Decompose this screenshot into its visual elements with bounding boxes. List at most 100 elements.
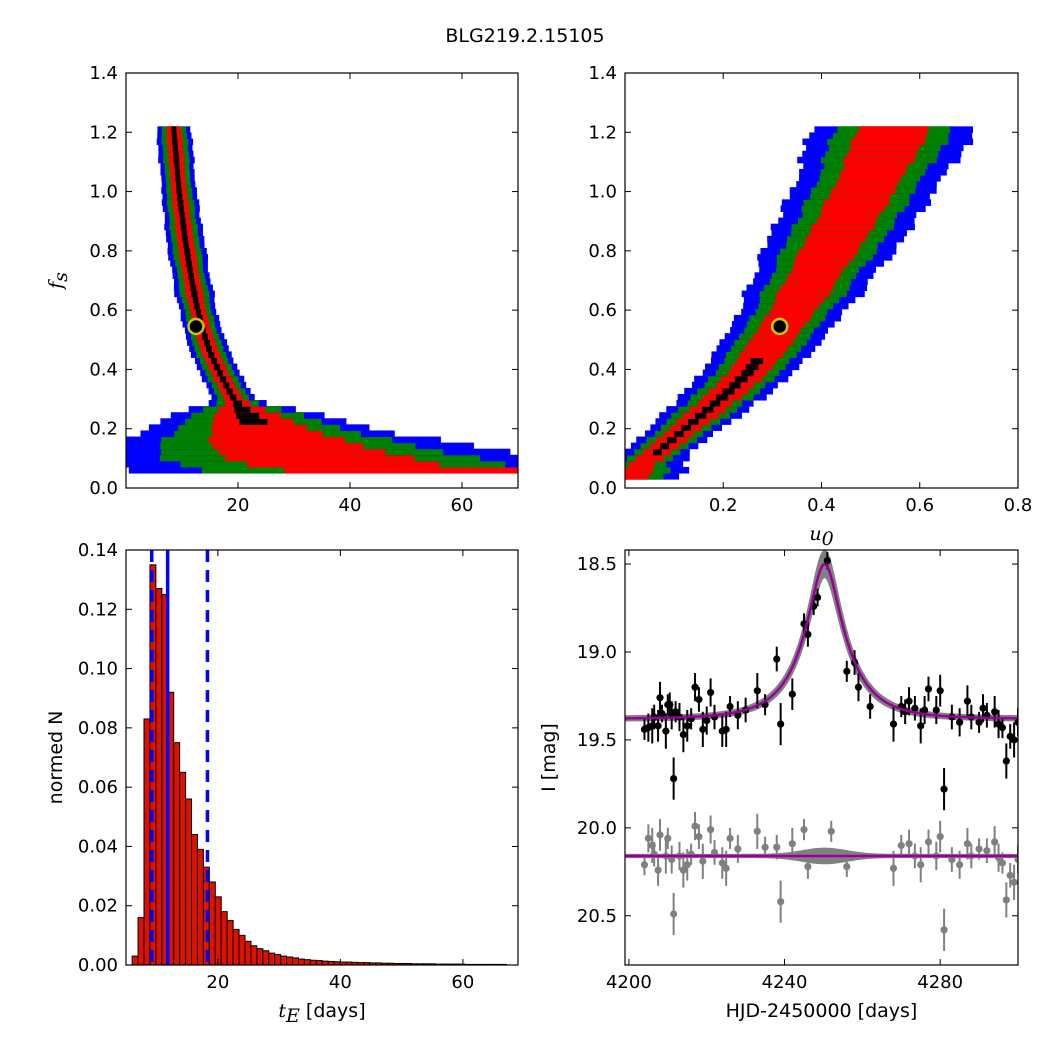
- likelihood-cell-2-sigma: [859, 126, 929, 133]
- data-point: [788, 690, 796, 698]
- likelihood-cell-1-sigma: [189, 278, 195, 285]
- likelihood-cell-2-sigma: [748, 339, 793, 346]
- data-point: [911, 704, 919, 712]
- likelihood-cell-2-sigma: [218, 448, 386, 456]
- likelihood-cell-1-sigma: [195, 308, 202, 316]
- residual-point: [718, 859, 726, 867]
- likelihood-cell-1-sigma: [202, 333, 209, 340]
- y-axis-label: fs: [45, 272, 72, 291]
- likelihood-cell-2-sigma: [284, 466, 518, 474]
- residual-point: [948, 855, 956, 864]
- likelihood-cell-2-sigma: [636, 454, 665, 462]
- y-tick-label: 0.8: [588, 241, 617, 262]
- data-point: [662, 727, 670, 735]
- residual-point: [699, 857, 707, 865]
- likelihood-cell-1-sigma: [236, 412, 260, 419]
- likelihood-cell-1-sigma: [174, 168, 181, 176]
- histogram-bar: [297, 958, 305, 966]
- likelihood-cell-1-sigma: [223, 381, 230, 389]
- data-point: [905, 697, 913, 705]
- residual-point: [936, 833, 944, 841]
- y-tick-label: 0.4: [89, 359, 118, 380]
- data-point: [979, 704, 987, 712]
- y-tick-label: 0.06: [78, 777, 118, 798]
- data-point: [679, 731, 687, 739]
- likelihood-cell-1-sigma: [709, 400, 721, 407]
- residual-point: [956, 861, 964, 869]
- data-point: [991, 708, 999, 716]
- x-axis-label: HJD-2450000 [days]: [726, 1000, 918, 1022]
- likelihood-cell-2-sigma: [855, 132, 927, 140]
- residual-point: [761, 843, 769, 851]
- data-point: [699, 725, 707, 733]
- histogram-bar: [208, 881, 216, 966]
- likelihood-cell-2-sigma: [835, 181, 898, 188]
- likelihood-cell-2-sigma: [772, 302, 819, 310]
- y-axis-label: normed N: [45, 711, 67, 805]
- likelihood-cell-1-sigma: [729, 381, 741, 389]
- data-point: [670, 775, 678, 783]
- likelihood-cell-1-sigma: [234, 406, 251, 413]
- x-tick-label: 4280: [917, 972, 963, 993]
- likelihood-cell-2-sigma: [805, 235, 866, 243]
- likelihood-cell-1-sigma: [750, 357, 763, 365]
- data-point: [921, 706, 929, 714]
- data-point: [753, 687, 761, 695]
- data-point: [924, 685, 933, 693]
- x-axis-label: tE [days]: [278, 1000, 365, 1027]
- histogram-bar: [244, 940, 252, 966]
- likelihood-cell-1-sigma: [172, 138, 178, 146]
- likelihood-cell-1-sigma: [173, 150, 179, 158]
- likelihood-cell-1-sigma: [653, 448, 662, 456]
- y-tick-label: 1.0: [588, 182, 617, 203]
- residual-point: [788, 840, 796, 848]
- y-tick-label: 18.5: [577, 554, 617, 575]
- data-point: [843, 667, 851, 675]
- data-point: [936, 687, 944, 695]
- residual-point: [963, 840, 972, 848]
- likelihood-cell-2-sigma: [847, 150, 917, 158]
- likelihood-cell-2-sigma: [809, 229, 869, 237]
- plot-frame: [125, 72, 519, 489]
- residual-point: [640, 861, 649, 869]
- likelihood-cell-1-sigma: [174, 162, 180, 170]
- likelihood-cell-1-sigma: [745, 363, 759, 371]
- likelihood-cell-2-sigma: [850, 144, 920, 152]
- x-tick-label: 20: [206, 972, 229, 993]
- y-tick-label: 0.00: [78, 955, 118, 976]
- x-tick-label: 0.8: [1004, 495, 1033, 516]
- likelihood-cell-2-sigma: [625, 466, 653, 474]
- y-tick-label: 20.5: [577, 906, 617, 927]
- residual-point: [710, 848, 719, 857]
- best-fit-marker: [187, 317, 205, 336]
- likelihood-cell-2-sigma: [208, 436, 346, 444]
- likelihood-cell-1-sigma: [182, 235, 189, 243]
- histogram-bar: [196, 848, 204, 966]
- y-tick-label: 1.0: [89, 182, 118, 203]
- panel-te-histogram: 20 40 60 0.00 0.02 0.04 0.06 0.08 0.10 0.12 0.14 tE…: [45, 540, 519, 1027]
- histogram-bar: [185, 798, 193, 966]
- residual-point: [734, 845, 742, 853]
- y-tick-label: 1.4: [89, 63, 118, 84]
- residual-point: [843, 862, 851, 871]
- likelihood-cell-2-sigma: [816, 217, 877, 225]
- likelihood-cell-1-sigma: [179, 211, 185, 219]
- likelihood-cell-2-sigma: [776, 290, 831, 298]
- residual-point: [975, 845, 983, 853]
- likelihood-cell-1-sigma: [716, 393, 729, 401]
- y-tick-label: 0.14: [78, 540, 118, 561]
- residual-point: [1014, 855, 1018, 864]
- likelihood-cell-2-sigma: [823, 199, 889, 206]
- residual-point: [644, 834, 652, 842]
- likelihood-cell-1-sigma: [734, 375, 748, 383]
- likelihood-cell-2-sigma: [793, 260, 849, 267]
- residual-point: [670, 910, 678, 918]
- data-point: [814, 593, 822, 602]
- likelihood-cell-1-sigma: [194, 302, 200, 310]
- residual-point: [668, 855, 676, 864]
- residual-point: [726, 834, 734, 842]
- likelihood-cell-2-sigma: [225, 454, 415, 462]
- data-point: [975, 718, 983, 726]
- likelihood-cell-2-sigma: [850, 138, 925, 146]
